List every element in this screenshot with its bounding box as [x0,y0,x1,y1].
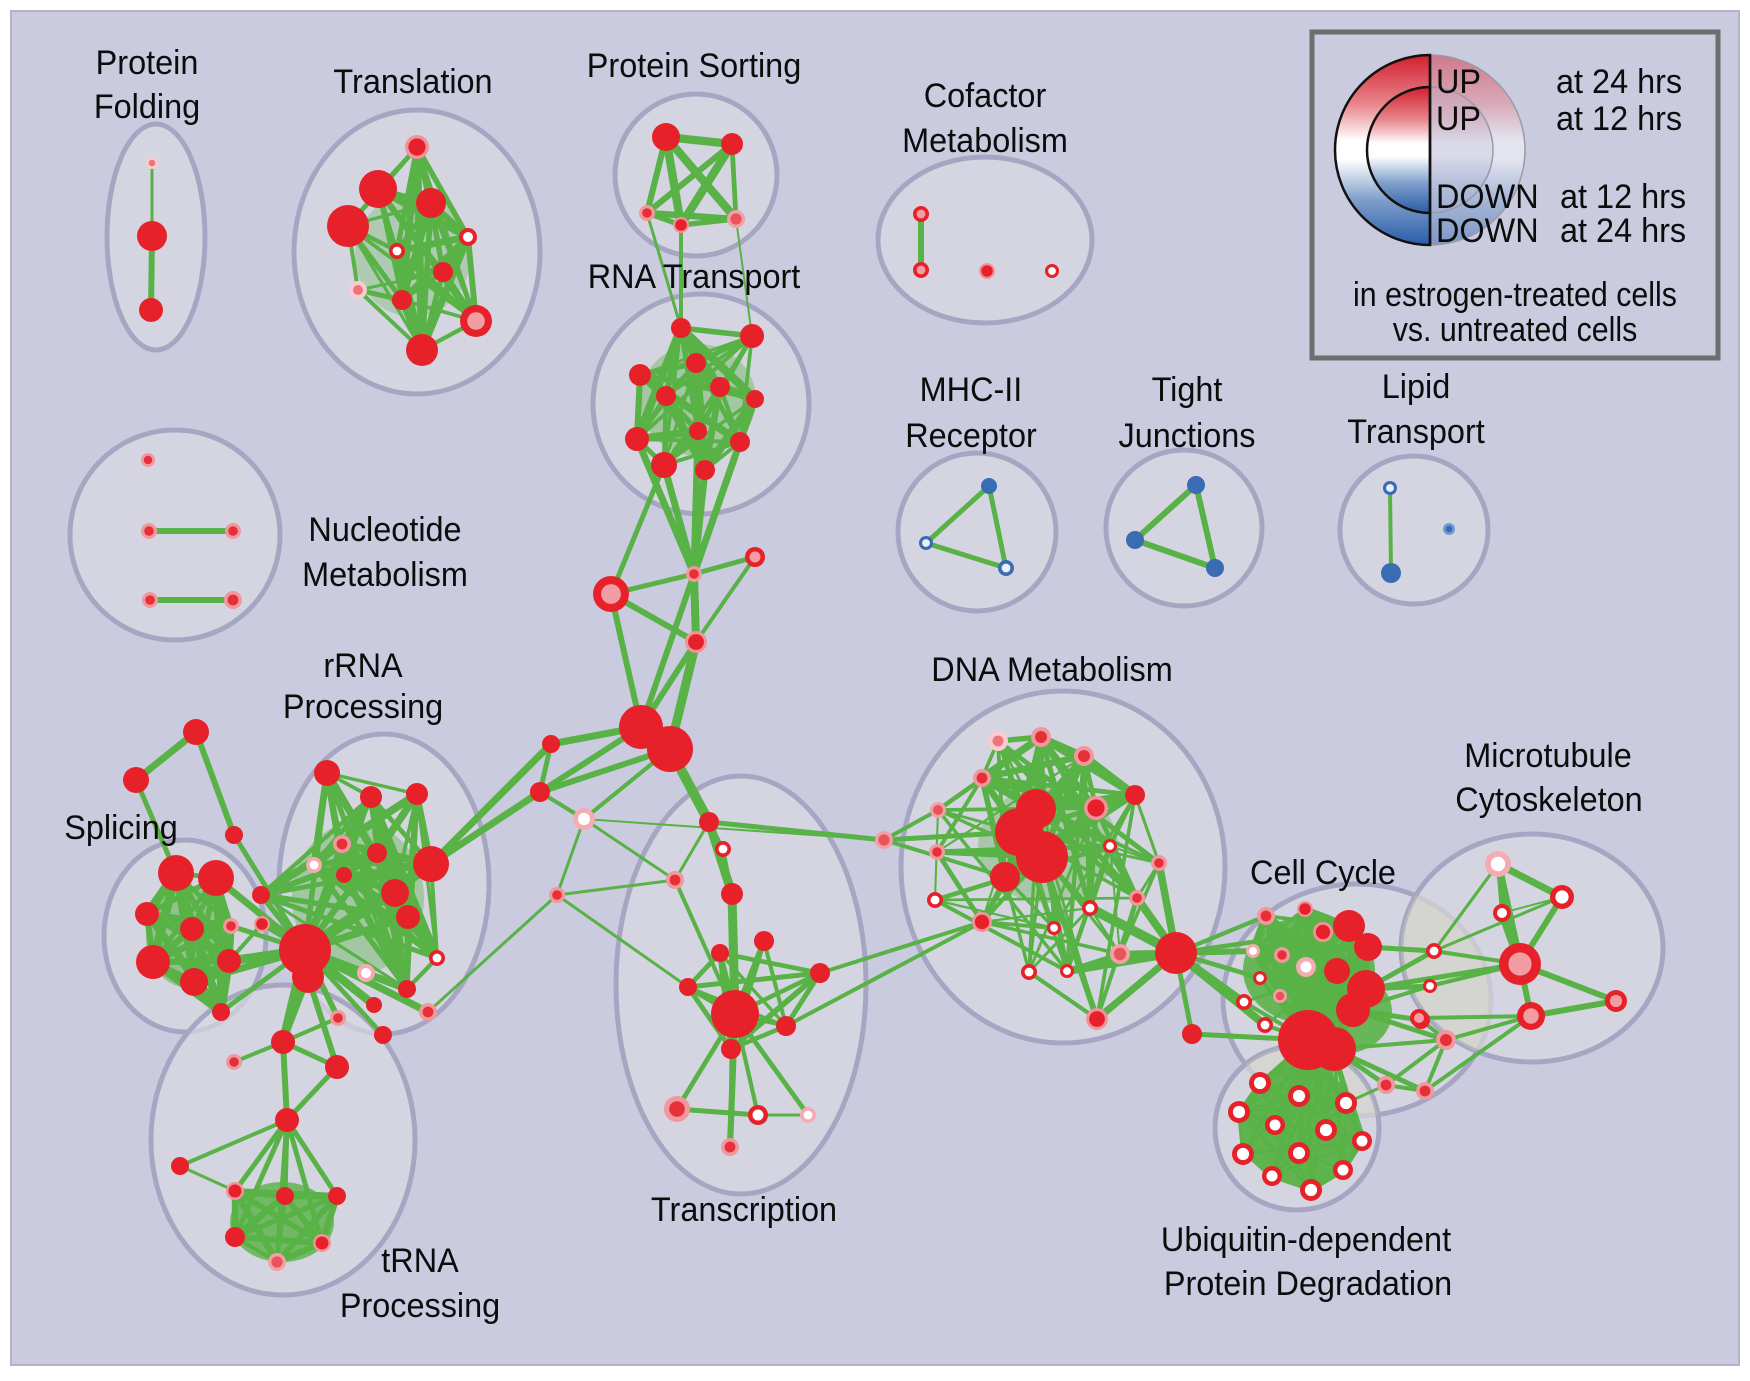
svg-text:Cell Cycle: Cell Cycle [1250,854,1396,892]
svg-text:MHC-II: MHC-II [920,371,1023,409]
svg-text:UP: UP [1436,100,1481,138]
svg-text:Translation: Translation [333,63,492,101]
svg-text:at 24 hrs: at 24 hrs [1556,63,1682,101]
svg-text:Cytoskeleton: Cytoskeleton [1455,781,1642,819]
svg-text:at 12 hrs: at 12 hrs [1556,100,1682,138]
svg-text:Tight: Tight [1152,371,1224,409]
svg-text:UP: UP [1436,63,1481,101]
svg-text:in estrogen-treated cells: in estrogen-treated cells [1353,275,1677,313]
svg-text:Processing: Processing [283,688,443,726]
svg-text:Transcription: Transcription [651,1191,837,1229]
svg-text:Protein Sorting: Protein Sorting [587,47,801,85]
svg-text:Receptor: Receptor [905,417,1037,455]
svg-text:DOWN: DOWN [1436,178,1539,216]
svg-text:vs. untreated cells: vs. untreated cells [1393,310,1638,348]
svg-text:Metabolism: Metabolism [302,556,468,594]
svg-text:Protein Degradation: Protein Degradation [1164,1265,1452,1303]
svg-text:tRNA: tRNA [381,1242,459,1280]
svg-text:DOWN: DOWN [1436,212,1539,250]
svg-text:Nucleotide: Nucleotide [308,511,461,549]
svg-text:Microtubule: Microtubule [1464,737,1632,775]
svg-text:Protein: Protein [96,44,199,82]
svg-text:rRNA: rRNA [323,647,403,685]
svg-text:Transport: Transport [1347,413,1485,451]
svg-text:Splicing: Splicing [64,809,178,847]
svg-text:RNA Transport: RNA Transport [588,258,801,296]
svg-text:Ubiquitin-dependent: Ubiquitin-dependent [1161,1221,1452,1259]
svg-text:Junctions: Junctions [1119,417,1256,455]
svg-text:Lipid: Lipid [1382,368,1450,406]
svg-text:Metabolism: Metabolism [902,122,1068,160]
svg-text:DNA Metabolism: DNA Metabolism [931,651,1172,689]
svg-text:at 12 hrs: at 12 hrs [1560,178,1686,216]
svg-text:Cofactor: Cofactor [924,77,1047,115]
svg-text:at 24 hrs: at 24 hrs [1560,212,1686,250]
svg-text:Folding: Folding [94,88,200,126]
svg-text:Processing: Processing [340,1287,500,1325]
